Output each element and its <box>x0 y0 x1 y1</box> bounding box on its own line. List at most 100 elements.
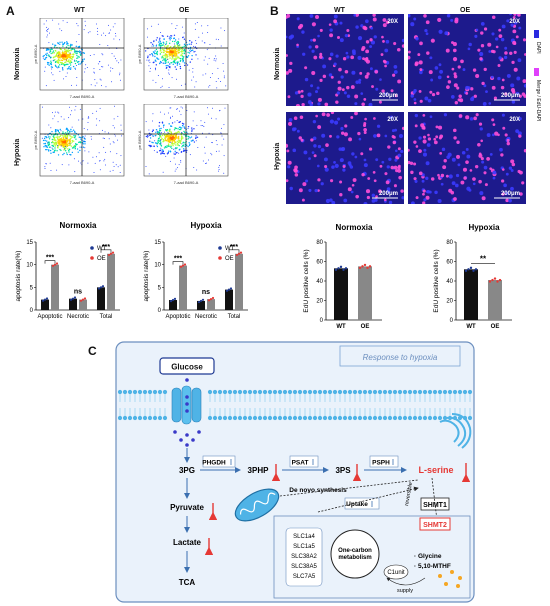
flow-xlabel: 7-aad B690-A <box>174 180 199 185</box>
magnification-label: 20X <box>387 117 398 123</box>
uptake-label: Uptake <box>346 501 368 508</box>
enzyme-phgdh: PHGDH <box>202 460 226 467</box>
data-point <box>99 286 103 289</box>
flow-plot: 7-aad B690-A pe B690-A <box>34 104 125 185</box>
data-point <box>73 296 77 299</box>
magnification-label: 20X <box>387 19 398 25</box>
hypoxia-apoptosis-chart: Hypoxia 0 5 10 15 apoptosis rate(%) Apoptotic *… <box>143 221 248 320</box>
y-tick-label: 0 <box>30 308 34 314</box>
data-point <box>83 297 87 300</box>
data-point <box>491 278 494 282</box>
x-tick-label: Necrotic <box>195 314 217 320</box>
panel-a-row-normoxia: Normoxia <box>14 47 21 80</box>
data-point <box>41 299 45 302</box>
y-tick-label: 0 <box>320 318 324 324</box>
bar-wt <box>197 300 205 310</box>
transporter-item: SLC38A2 <box>291 554 317 560</box>
x-tick-label: Apoptotic <box>37 314 62 320</box>
significance-label: ** <box>480 254 487 263</box>
scale-bar-label: 200μm <box>379 93 398 99</box>
data-point <box>493 277 497 280</box>
metabolite-3pg: 3PG <box>179 466 195 475</box>
data-point <box>363 263 367 267</box>
hypoxia-label: Response to hypoxia <box>363 353 438 362</box>
glucose-label: Glucose <box>171 363 203 372</box>
data-point <box>181 264 185 267</box>
data-point <box>358 266 362 270</box>
x-tick-label: Necrotic <box>67 314 89 320</box>
data-point <box>71 297 75 300</box>
y-tick-label: 60 <box>446 260 453 266</box>
panel-b-row-hypoxia: Hypoxia <box>274 142 281 170</box>
mthf-label: · 5,10-MTHF <box>414 563 451 570</box>
metabolite-dots-icon <box>438 570 462 588</box>
merge-legend-label: Merge / EdU-DAPI <box>535 80 541 122</box>
data-point <box>107 253 111 257</box>
merge-legend-swatch <box>534 68 539 76</box>
chart-title: Normoxia <box>60 221 97 230</box>
bar-oe <box>107 253 115 310</box>
data-point <box>209 298 213 301</box>
x-tick-label: Total <box>100 314 113 320</box>
flow-plot: 7-aad B690-A pe B690-A <box>34 18 125 99</box>
data-point <box>207 299 211 302</box>
psph-box <box>369 455 399 468</box>
data-point <box>51 264 55 267</box>
significance-label: *** <box>230 244 238 251</box>
bar-oe <box>179 265 187 310</box>
de-novo-label: De novo synthesis <box>289 487 347 494</box>
data-point <box>342 268 345 271</box>
data-point <box>197 300 201 304</box>
transporter-list: SLC1a4 SLC1a5 SLC38A2 SLC38A5 SLC7A5 <box>291 534 317 580</box>
y-tick-label: 15 <box>154 240 161 246</box>
y-tick-label: 0 <box>158 308 162 314</box>
supply-label: supply <box>397 588 413 594</box>
legend-marker <box>90 256 94 260</box>
data-point <box>488 280 492 283</box>
significance-label: *** <box>102 244 110 251</box>
y-tick-label: 0 <box>450 318 454 324</box>
data-point <box>496 280 499 283</box>
enzyme-psat: PSAT <box>292 460 309 467</box>
data-point <box>183 263 187 266</box>
data-point <box>179 265 183 268</box>
serine-metabolism-diagram: Response to hypoxia Glucose 3PG Pyruvate… <box>115 341 475 603</box>
metabolite-3ps: 3PS <box>335 466 351 475</box>
data-point <box>368 265 372 268</box>
data-point <box>498 278 502 282</box>
y-axis-label: EdU positive cells (%) <box>433 249 440 312</box>
data-point <box>199 299 203 303</box>
bar-wt <box>334 268 348 320</box>
metabolite-lserine: L-serine <box>418 465 453 475</box>
panel-b-letter: B <box>270 4 279 18</box>
data-point <box>339 265 343 269</box>
metabolite-lactate: Lactate <box>173 538 202 547</box>
data-point <box>464 269 468 272</box>
dapi-legend-label: DAPI <box>535 42 541 54</box>
data-point <box>69 298 73 301</box>
data-point <box>235 253 239 257</box>
data-point <box>43 298 47 301</box>
panel-b-row-normoxia: Normoxia <box>274 47 281 80</box>
flow-ylabel: pe B690-A <box>138 44 142 63</box>
significance-label: ns <box>202 289 210 296</box>
hypoxia-edu-chart: Hypoxia 0 20 40 60 80 EdU positive cells (%) WT… <box>433 223 512 330</box>
transporter-list-box <box>285 527 323 587</box>
microscopy-image: 20X 200μm <box>408 14 526 106</box>
data-point <box>474 268 478 271</box>
flow-xlabel: 7-aad B690-A <box>174 94 199 99</box>
bar-oe <box>207 299 215 310</box>
chart-title: Normoxia <box>336 223 373 232</box>
y-tick-label: 20 <box>316 299 323 305</box>
glucose-transporter-icon <box>171 385 202 425</box>
enzyme-shmt2: SHMT2 <box>423 522 447 529</box>
one-carbon-label-2: metabolism <box>338 555 371 561</box>
data-point <box>97 287 101 290</box>
panel-a-col-oe: OE <box>179 7 190 14</box>
c1unit-oval <box>383 564 409 580</box>
data-point <box>211 296 215 300</box>
bar-oe <box>79 299 87 310</box>
flow-plot: 7-aad B690-A pe B690-A <box>138 18 229 99</box>
normoxia-edu-chart: Normoxia 0 20 40 60 80 EdU positive cells (%) W… <box>303 223 382 330</box>
flow-xlabel: 7-aad B690-A <box>70 94 95 99</box>
